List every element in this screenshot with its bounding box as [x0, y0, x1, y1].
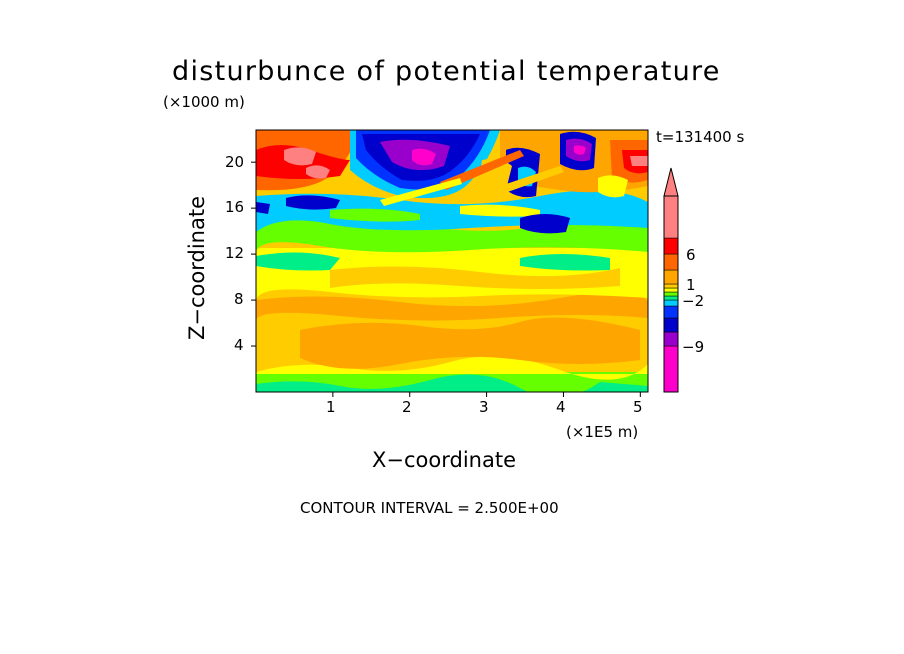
colorbar-segment: [663, 195, 679, 239]
x-axis-label: X−coordinate: [372, 448, 516, 472]
contour-interval: CONTOUR INTERVAL = 2.500E+00: [300, 499, 559, 517]
x-tick-label: 5: [633, 398, 643, 416]
colorbar-segment: [663, 317, 679, 333]
chart-title: disturbunce of potential temperature: [172, 56, 721, 87]
colorbar-arrow: [663, 167, 679, 197]
x-tick-label: 4: [556, 398, 566, 416]
colorbar-segment: [663, 299, 679, 307]
colorbar-frame: [663, 195, 679, 393]
colorbar-segment: [663, 295, 679, 301]
field-band-orange: [300, 317, 640, 369]
colorbar-segment: [663, 287, 679, 293]
y-tick-label: 8: [234, 290, 244, 308]
colorbar: [663, 167, 679, 393]
x-tick-label: 2: [402, 398, 412, 416]
y-tick-label: 16: [225, 198, 245, 216]
colorbar-segment: [663, 253, 679, 271]
colorbar-label: 1: [686, 276, 696, 294]
colorbar-segment: [663, 283, 679, 289]
x-tick-label: 1: [326, 398, 336, 416]
colorbar-segment: [663, 237, 679, 255]
y-axis-unit: (×1000 m): [163, 93, 245, 111]
colorbar-label: 6: [686, 246, 696, 264]
time-label: t=131400 s: [656, 128, 745, 146]
y-axis-label: Z−coordinate: [185, 196, 209, 340]
x-axis-unit: (×1E5 m): [566, 423, 639, 441]
x-tick-label: 3: [479, 398, 489, 416]
colorbar-segment: [663, 331, 679, 347]
y-tick-label: 4: [234, 336, 244, 354]
y-tick-label: 12: [225, 244, 245, 262]
colorbar-segment: [663, 305, 679, 319]
plot-frame: [255, 129, 649, 393]
x-axis-ticks: [332, 392, 641, 397]
colorbar-segment: [663, 269, 679, 285]
heatmap-field: [256, 130, 648, 392]
y-tick-label: 20: [225, 153, 245, 171]
y-axis-ticks: [251, 161, 256, 347]
colorbar-segment: [663, 345, 679, 393]
colorbar-label: −2: [682, 292, 705, 310]
colorbar-label: −9: [682, 338, 705, 356]
colorbar-segment: [663, 291, 679, 297]
